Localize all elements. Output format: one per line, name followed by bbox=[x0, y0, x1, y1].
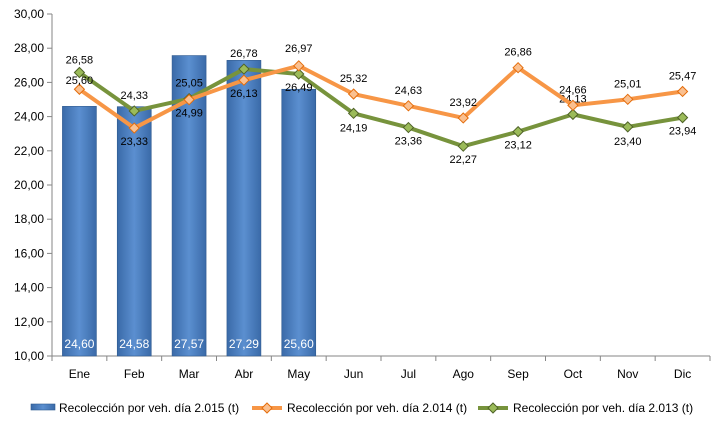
data-point-marker bbox=[402, 121, 415, 134]
data-point-marker bbox=[676, 111, 689, 124]
data-value-label: 23,92 bbox=[449, 97, 477, 109]
line-2013: 26,58 24,33 25,05 26,78 26,49 24,19 23,36 22,27… bbox=[66, 48, 697, 166]
data-point-marker bbox=[622, 93, 634, 106]
legend-swatch-bar bbox=[30, 403, 56, 411]
y-tick-label: 24,00 bbox=[14, 110, 44, 124]
data-value-label: 22,27 bbox=[449, 154, 477, 166]
legend: Recolección por veh. día 2.015 (t) Recole… bbox=[30, 401, 693, 415]
bar-value-label: 27,57 bbox=[174, 337, 204, 351]
data-point-marker bbox=[73, 66, 86, 79]
legend-item-2013: Recolección por veh. día 2.013 (t) bbox=[478, 401, 693, 415]
data-point-marker bbox=[128, 105, 140, 117]
line-2014: 25,60 23,33 24,99 26,13 26,97 25,32 24,63 23,92… bbox=[66, 43, 697, 148]
data-value-label: 24,33 bbox=[120, 90, 148, 102]
x-tick-label: Sep bbox=[507, 367, 529, 381]
data-point-marker bbox=[402, 100, 415, 112]
y-tick-label: 18,00 bbox=[14, 212, 44, 226]
legend-item-2014: Recolección por veh. día 2.014 (t) bbox=[252, 401, 467, 415]
line-series: 26,58 24,33 25,05 26,78 26,49 24,19 23,36 22,27… bbox=[66, 43, 697, 166]
bar-value-label: 24,58 bbox=[119, 337, 149, 351]
x-axis: Ene Feb Mar Abr May Jun Jul Ago Sep Oct Nov Dic bbox=[51, 355, 711, 381]
data-value-label: 26,49 bbox=[285, 82, 313, 94]
y-axis: 10,00 12,00 14,00 16,00 18,00 20,00 22,00 24,00… bbox=[14, 7, 53, 363]
x-tick-label: Feb bbox=[124, 367, 145, 381]
data-point-marker bbox=[457, 112, 469, 124]
data-point-marker bbox=[567, 108, 579, 121]
data-value-label: 25,47 bbox=[669, 70, 697, 82]
y-tick-label: 10,00 bbox=[14, 349, 44, 363]
y-tick-label: 26,00 bbox=[14, 75, 44, 89]
data-value-label: 23,12 bbox=[504, 140, 532, 152]
legend-marker bbox=[261, 402, 273, 414]
data-value-label: 23,94 bbox=[669, 126, 697, 138]
data-point-marker bbox=[183, 93, 195, 106]
y-tick-label: 30,00 bbox=[14, 7, 44, 21]
x-tick-label: Jul bbox=[401, 367, 416, 381]
series-line bbox=[77, 63, 685, 131]
x-tick-label: Ago bbox=[453, 367, 475, 381]
bar bbox=[62, 106, 97, 357]
data-point-marker bbox=[293, 60, 305, 72]
data-point-marker bbox=[347, 88, 360, 100]
data-value-label: 24,99 bbox=[175, 108, 203, 120]
bar-value-label: 27,29 bbox=[229, 337, 259, 351]
data-point-marker bbox=[512, 61, 524, 74]
x-tick-label: Dic bbox=[674, 367, 691, 381]
legend-label: Recolección por veh. día 2.015 (t) bbox=[59, 401, 239, 415]
data-point-marker bbox=[567, 99, 579, 112]
bar bbox=[116, 106, 152, 357]
data-point-marker bbox=[73, 83, 86, 95]
data-value-label: 25,05 bbox=[175, 78, 203, 90]
series-line bbox=[77, 67, 685, 149]
x-tick-label: Ene bbox=[69, 367, 91, 381]
data-value-label: 25,01 bbox=[614, 78, 642, 90]
y-tick-label: 22,00 bbox=[14, 144, 44, 158]
data-point-marker bbox=[622, 121, 634, 133]
data-point-marker bbox=[238, 74, 250, 86]
data-point-marker bbox=[347, 107, 360, 120]
bar bbox=[226, 60, 262, 357]
data-value-label: 26,86 bbox=[504, 47, 532, 59]
data-value-label: 23,40 bbox=[614, 136, 642, 148]
bar-value-label: 25,60 bbox=[284, 337, 314, 351]
legend-marker bbox=[487, 402, 499, 414]
data-value-label: 25,60 bbox=[66, 75, 94, 87]
x-tick-label: Mar bbox=[179, 367, 200, 381]
x-tick-label: May bbox=[287, 367, 310, 381]
x-tick-label: Abr bbox=[235, 367, 254, 381]
data-value-label: 24,19 bbox=[340, 122, 368, 134]
data-point-marker bbox=[676, 85, 689, 98]
data-point-marker bbox=[512, 125, 524, 138]
data-value-label: 24,63 bbox=[395, 85, 423, 97]
data-value-label: 26,78 bbox=[230, 48, 258, 60]
data-value-label: 23,36 bbox=[395, 136, 423, 148]
data-value-label: 26,13 bbox=[230, 88, 258, 100]
data-value-label: 24,66 bbox=[559, 84, 587, 96]
bar-value-label: 24,60 bbox=[64, 337, 94, 351]
data-point-marker bbox=[128, 122, 140, 134]
data-value-label: 26,58 bbox=[66, 54, 94, 66]
data-point-marker bbox=[457, 140, 469, 152]
legend-label: Recolección por veh. día 2.013 (t) bbox=[513, 401, 693, 415]
data-point-marker bbox=[293, 68, 305, 80]
data-value-label: 26,97 bbox=[285, 43, 313, 55]
y-tick-label: 16,00 bbox=[14, 246, 44, 260]
legend-label: Recolección por veh. día 2.014 (t) bbox=[287, 401, 467, 415]
y-tick-label: 14,00 bbox=[14, 281, 44, 295]
data-point-marker bbox=[238, 63, 250, 75]
y-tick-label: 28,00 bbox=[14, 41, 44, 55]
data-value-label: 23,33 bbox=[120, 136, 148, 148]
bar-series-2015: 24,60 24,58 27,57 27,29 25,60 bbox=[62, 55, 317, 357]
x-tick-label: Oct bbox=[564, 367, 583, 381]
y-tick-label: 12,00 bbox=[14, 315, 44, 329]
x-tick-label: Jun bbox=[344, 367, 363, 381]
x-tick-label: Nov bbox=[617, 367, 638, 381]
data-value-label: 25,32 bbox=[340, 73, 368, 85]
y-tick-label: 20,00 bbox=[14, 178, 44, 192]
bar bbox=[281, 88, 317, 357]
